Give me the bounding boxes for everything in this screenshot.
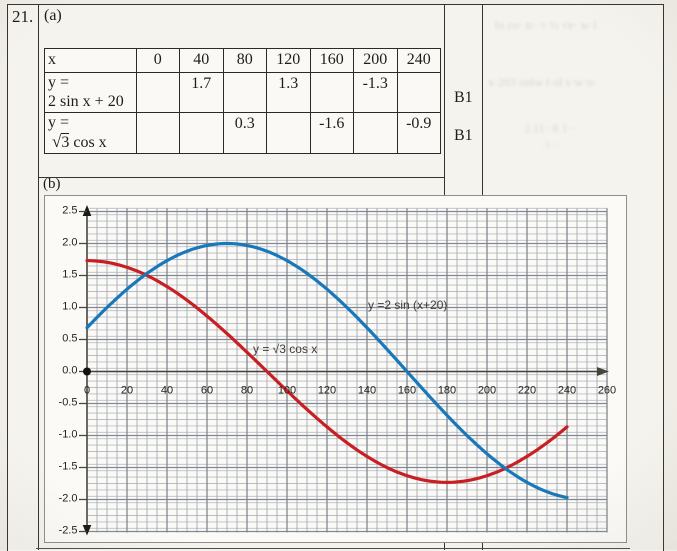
svg-text:120: 120 [318, 384, 336, 396]
svg-text:200: 200 [478, 384, 496, 396]
svg-text:1.5: 1.5 [62, 268, 77, 280]
svg-text:1.0: 1.0 [62, 300, 77, 312]
svg-text:60: 60 [201, 384, 213, 396]
svg-text:2.0: 2.0 [62, 236, 77, 248]
svg-text:80: 80 [241, 384, 253, 396]
svg-text:y = √3 cos x: y = √3 cos x [253, 342, 317, 356]
svg-text:100: 100 [278, 384, 296, 396]
svg-text:180: 180 [438, 384, 456, 396]
svg-text:0.5: 0.5 [62, 332, 77, 344]
svg-text:40: 40 [161, 384, 173, 396]
svg-text:-2.5: -2.5 [59, 524, 78, 536]
svg-text:-1.5: -1.5 [59, 460, 78, 472]
svg-text:20: 20 [121, 384, 133, 396]
svg-text:160: 160 [398, 384, 416, 396]
svg-text:-1.0: -1.0 [59, 428, 78, 440]
svg-text:-0.5: -0.5 [59, 396, 78, 408]
svg-text:0.0: 0.0 [62, 364, 77, 376]
svg-text:240: 240 [558, 384, 576, 396]
svg-text:-2.0: -2.0 [59, 492, 78, 504]
svg-text:0: 0 [84, 384, 90, 396]
svg-text:y =2 sin (x+20): y =2 sin (x+20) [368, 298, 447, 312]
svg-text:140: 140 [358, 384, 376, 396]
svg-text:260: 260 [598, 384, 616, 396]
svg-text:2.5: 2.5 [62, 204, 77, 216]
svg-text:220: 220 [518, 384, 536, 396]
